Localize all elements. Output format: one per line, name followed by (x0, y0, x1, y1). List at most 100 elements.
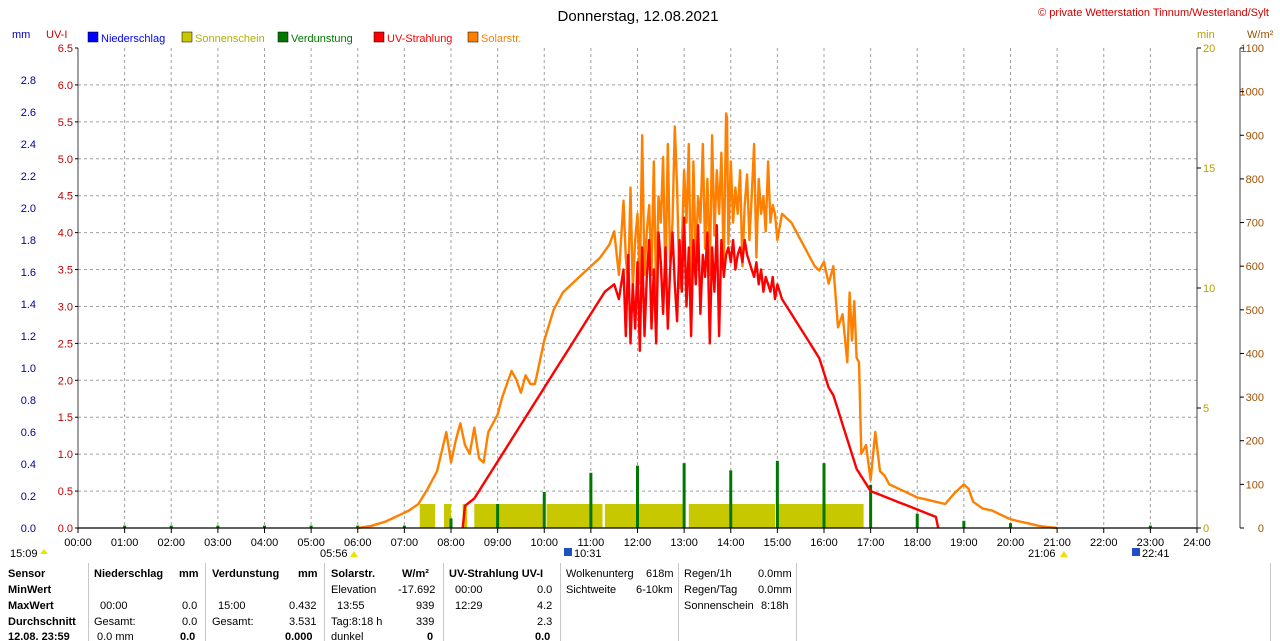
marker-moon-1: 10:31 (574, 548, 602, 560)
uv-max-value: 4.2 (537, 600, 553, 612)
evaporation-spikes (123, 460, 1152, 528)
marker-sunset: 21:06 (1028, 548, 1056, 560)
wm2-tick-label: 600 (1246, 261, 1264, 273)
evap-total-label: Gesamt: (212, 616, 254, 628)
evaporation-spike (1009, 523, 1012, 528)
uv-tick-label: 0.5 (58, 486, 73, 498)
mm-tick-label: 2.4 (21, 139, 36, 151)
wm2-tick-label: 300 (1246, 392, 1264, 404)
column-divider (796, 563, 797, 641)
chart-title: Donnerstag, 12.08.2021 (558, 8, 719, 25)
moon-icon (564, 548, 572, 556)
chart-legend: Niederschlag Sonnenschein Verdunstung UV-St… (87, 31, 521, 45)
evap-unit: mm (298, 568, 318, 580)
solar-day-value: 339 (416, 616, 435, 628)
uv-tick-label: 4.0 (58, 228, 73, 240)
mm-tick-label: 1.4 (21, 299, 36, 311)
legend-swatch (467, 31, 479, 43)
uv-header: UV-Strahlung UV-I (449, 568, 544, 580)
evaporation-spike (682, 463, 686, 528)
solar-day-label: Tag:8:18 h (331, 616, 383, 628)
evaporation-spike (775, 460, 779, 528)
evap-max-time: 15:00 (218, 600, 246, 612)
evaporation-spike (962, 520, 966, 528)
stats-table: Sensor MinWert MaxWert Durchschnitt 12.0… (0, 563, 1280, 641)
evaporation-spike (1148, 525, 1152, 528)
legend-label: Verdunstung (291, 33, 353, 45)
sunshine-bar (419, 504, 436, 528)
uv-tick-label: 0.0 (58, 523, 73, 535)
rain-last-value: 0.0 mm (97, 631, 134, 641)
solar-dark-value: 0 (427, 631, 434, 641)
rain-max-time: 00:00 (100, 600, 128, 612)
mm-tick-label: 2.2 (21, 171, 36, 183)
visibility-label: Sichtweite (566, 584, 617, 596)
mm-axis: 0.0 0.2 0.4 0.6 0.8 1.0 1.2 1.4 1.6 1.8 2.0 2.2 2.4 2… (21, 75, 36, 535)
uv-unit-label: UV-I (46, 29, 67, 41)
column-divider (205, 563, 206, 641)
mm-tick-label: 2.8 (21, 75, 36, 87)
evap-total-value: 3.531 (289, 616, 317, 628)
x-tick-label: 03:00 (204, 537, 232, 549)
sunrise-icon (350, 551, 358, 557)
mm-tick-label: 1.0 (21, 363, 36, 375)
evaporation-spike (636, 465, 639, 528)
mm-tick-label: 2.6 (21, 107, 36, 119)
chart-axes (77, 48, 1241, 533)
sensor-row-last: 12.08. 23:59 (8, 631, 70, 641)
evaporation-spike (542, 492, 546, 528)
min-axis: 0 5 10 15 20 (1197, 43, 1215, 535)
cloud-base-value: 618m (646, 568, 674, 580)
x-tick-label: 17:00 (857, 537, 885, 549)
x-tick-label: 19:00 (950, 537, 978, 549)
legend-label: Niederschlag (101, 33, 165, 45)
uv-last-value: 0.0 (535, 631, 551, 641)
uv-tick-label: 5.5 (58, 117, 73, 129)
mm-tick-label: 0.4 (21, 459, 36, 471)
mm-tick-label: 0.8 (21, 395, 36, 407)
evap-last-bold: 0.000 (285, 631, 313, 641)
solar-dark-label: dunkel (331, 631, 364, 641)
mm-tick-label: 0.0 (21, 523, 36, 535)
moon-icon-2 (1132, 548, 1140, 556)
legend-swatch (87, 31, 99, 43)
x-tick-label: 14:00 (717, 537, 745, 549)
solar-unit: W/m² (402, 568, 429, 580)
mm-tick-label: 1.8 (21, 235, 36, 247)
x-tick-label: 15:00 (764, 537, 792, 549)
sensor-row-max: MaxWert (8, 600, 54, 612)
legend-label: Solarstr. (481, 33, 521, 45)
sunshine-bar (546, 504, 603, 528)
x-tick-label: 16:00 (810, 537, 838, 549)
x-tick-label: 13:00 (670, 537, 698, 549)
min-unit-label: min (1197, 29, 1215, 41)
uv-axis: 0.0 0.5 1.0 1.5 2.0 2.5 3.0 3.5 4.0 4.5 5.0 5.5 6.0 6… (58, 43, 78, 535)
mm-unit-label: mm (12, 29, 30, 41)
uv-tick-label: 6.5 (58, 43, 73, 55)
x-tick-label: 01:00 (111, 537, 139, 549)
uv-max-time: 12:29 (455, 600, 483, 612)
copyright-note: © private Wetterstation Tinnum/Westerlan… (1038, 7, 1269, 19)
wm2-tick-label: 500 (1246, 305, 1264, 317)
sunshine-bar (444, 504, 451, 528)
x-tick-label: 05:00 (297, 537, 325, 549)
uv-series-line (461, 216, 940, 529)
sunshine-label: Sonnenschein (684, 600, 754, 612)
x-tick-label: 04:00 (251, 537, 279, 549)
legend-swatch (277, 31, 289, 43)
x-tick-label: 11:00 (578, 537, 605, 549)
rain-total-value: 0.0 (182, 616, 198, 628)
marker-sunrise: 05:56 (320, 548, 348, 560)
wm2-tick-label: 400 (1246, 348, 1264, 360)
uv-tick-label: 4.5 (58, 191, 73, 203)
mm-tick-label: 0.2 (21, 491, 36, 503)
x-tick-label: 21:00 (1043, 537, 1071, 549)
sunshine-bars (419, 504, 864, 528)
x-tick-label: 07:00 (391, 537, 419, 549)
x-tick-label: 12:00 (624, 537, 652, 549)
min-tick-label: 15 (1203, 163, 1215, 175)
evaporation-spike (123, 525, 127, 528)
uv-tick-label: 1.5 (58, 412, 73, 424)
sun-icon (40, 549, 48, 554)
x-tick-label: 06:00 (344, 537, 372, 549)
